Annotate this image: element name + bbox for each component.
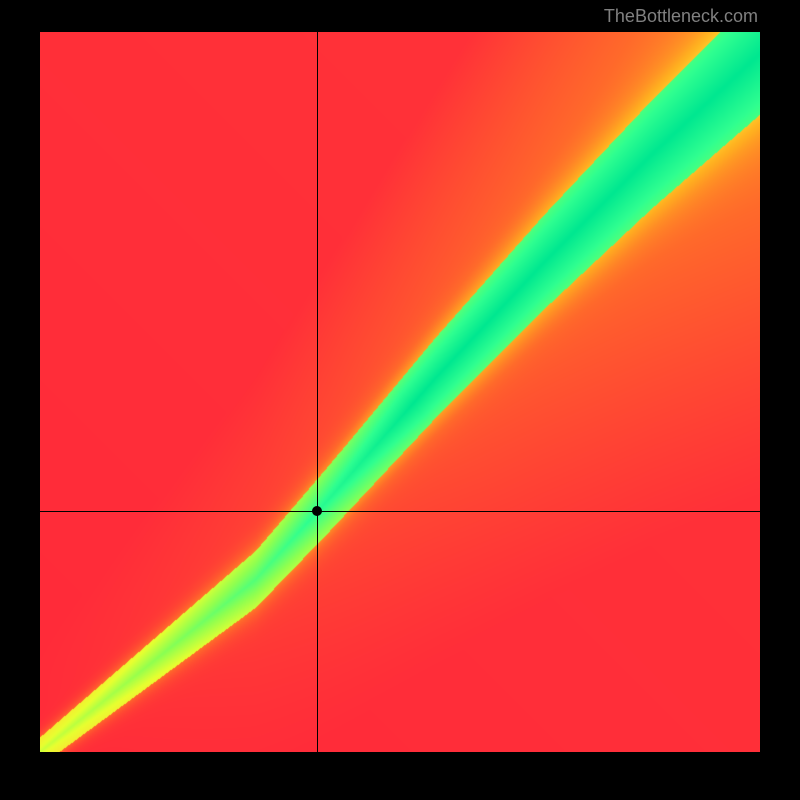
heatmap-canvas — [40, 32, 760, 752]
watermark-text: TheBottleneck.com — [604, 6, 758, 27]
crosshair-vertical — [317, 32, 318, 752]
heatmap-plot — [40, 32, 760, 752]
crosshair-horizontal — [40, 511, 760, 512]
crosshair-marker — [312, 506, 322, 516]
